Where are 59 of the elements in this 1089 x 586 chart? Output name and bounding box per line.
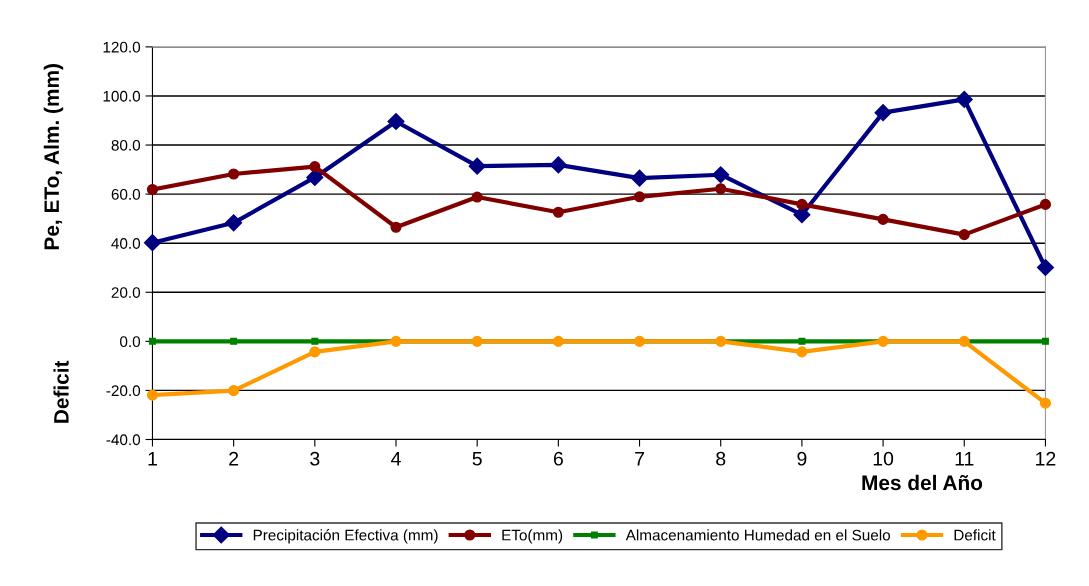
y-tick-label: 80.0 (111, 139, 141, 151)
y-tick-label: 40.0 (111, 238, 141, 249)
point (311, 337, 319, 345)
y-tick-label: 60.0 (111, 188, 141, 200)
text: Deficit (53, 360, 69, 423)
x-tick-label: 3 (310, 451, 320, 466)
point (552, 206, 564, 218)
y-tick-label: 20.0 (111, 287, 141, 298)
x-tick-label: 5 (472, 452, 482, 466)
point (1036, 258, 1054, 277)
point (228, 168, 240, 180)
point (955, 90, 973, 108)
legend-label: ETo(mm) (502, 529, 563, 544)
point (471, 191, 483, 203)
point (309, 161, 321, 173)
y-tick-label: -40.0 (106, 434, 141, 446)
point (549, 156, 567, 174)
point (712, 166, 730, 184)
x-tick-label: 6 (553, 451, 563, 466)
x-tick-label: 4 (391, 452, 401, 466)
x-tick-label: 9 (797, 451, 807, 466)
x-tick-label: 7 (635, 452, 644, 466)
point (1041, 337, 1049, 345)
point (798, 337, 806, 345)
point (630, 169, 649, 187)
x-tick-label: 1 (148, 452, 157, 466)
point (148, 337, 156, 345)
point (796, 346, 808, 358)
point (387, 112, 405, 131)
legend-label: Deficit (954, 529, 996, 541)
y-tick-label: -20.0 (106, 385, 141, 397)
point (390, 221, 402, 233)
y-tick-label: 0.0 (120, 336, 141, 348)
legend-label: Precipitación Efectiva (mm) (253, 529, 438, 544)
point (225, 214, 243, 232)
x-tick-label: 8 (716, 451, 726, 466)
y-tick-label: 120.0 (103, 41, 141, 53)
point (796, 198, 808, 210)
point (877, 213, 889, 225)
point (230, 337, 238, 345)
x-tick-label: 10 (873, 451, 894, 466)
point (143, 234, 162, 252)
x-axis-title: Mes del Año (862, 474, 983, 491)
point (633, 191, 646, 203)
point (874, 104, 892, 122)
point (1039, 397, 1051, 409)
y-tick-label: 100.0 (103, 90, 141, 102)
point (958, 229, 970, 241)
point (309, 346, 321, 358)
point (793, 206, 811, 224)
point (715, 183, 727, 195)
x-tick-label: 2 (229, 451, 239, 466)
x-tick-label: 11 (955, 452, 974, 466)
legend-label: Almacenamiento Humedad en el Suelo (625, 529, 891, 541)
y-axis-title: Pe, ETo, Alm. (mm) (43, 64, 64, 250)
point (468, 157, 486, 175)
x-tick-label: 12 (1036, 451, 1056, 466)
point (1039, 198, 1051, 210)
point (228, 385, 240, 397)
